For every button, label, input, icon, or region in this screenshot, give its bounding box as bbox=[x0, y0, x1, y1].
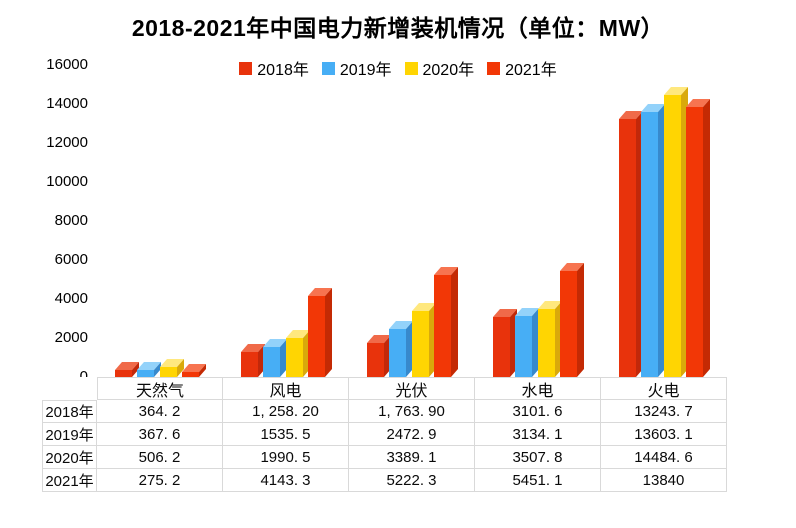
table-cell: 2472. 9 bbox=[349, 423, 475, 446]
table-row-label: 2021年 bbox=[42, 469, 97, 492]
bar bbox=[619, 110, 643, 377]
table-cell: 3134. 1 bbox=[475, 423, 601, 446]
bar bbox=[686, 99, 711, 377]
bar bbox=[663, 86, 688, 377]
y-tick-label: 8000 bbox=[54, 212, 88, 229]
table-cell: 364. 2 bbox=[97, 400, 223, 423]
bar bbox=[493, 308, 517, 377]
legend-label: 2018年 bbox=[257, 62, 309, 79]
bar bbox=[434, 267, 459, 377]
table-cell: 275. 2 bbox=[97, 469, 223, 492]
y-tick-label: 12000 bbox=[46, 134, 88, 151]
bar bbox=[308, 288, 333, 377]
bar bbox=[137, 361, 162, 377]
bar-side-face bbox=[451, 267, 459, 377]
legend-swatch-icon bbox=[321, 61, 335, 75]
table-col-header: 光伏 bbox=[349, 377, 475, 400]
bar-group-5 bbox=[601, 65, 727, 377]
legend-swatch-icon bbox=[404, 61, 418, 75]
y-tick-label: 10000 bbox=[46, 173, 88, 190]
bar-group-1 bbox=[97, 65, 223, 377]
table-cell: 13603. 1 bbox=[601, 423, 727, 446]
table-cell: 14484. 6 bbox=[601, 446, 727, 469]
table-cell: 1, 258. 20 bbox=[223, 400, 349, 423]
table-cell: 1990. 5 bbox=[223, 446, 349, 469]
legend-item: 2021年 bbox=[487, 56, 557, 80]
legend: 2018年 2019年 2020年 2021年 bbox=[0, 56, 796, 80]
legend-label: 2021年 bbox=[505, 62, 557, 79]
bar bbox=[367, 334, 391, 377]
y-tick-label: 14000 bbox=[46, 95, 88, 112]
table-corner bbox=[42, 377, 97, 400]
bar bbox=[263, 339, 288, 377]
table-row-label: 2018年 bbox=[42, 400, 97, 423]
legend-swatch-icon bbox=[487, 61, 501, 75]
bar bbox=[515, 307, 540, 377]
table-col-header: 天然气 bbox=[97, 377, 223, 400]
data-table: 天然气 风电 光伏 水电 火电 2018年 364. 2 1, 258. 20 1, 763. … bbox=[42, 377, 727, 492]
table-cell: 13840 bbox=[601, 469, 727, 492]
table-cell: 1, 763. 90 bbox=[349, 400, 475, 423]
bar bbox=[115, 361, 139, 377]
legend-label: 2019年 bbox=[339, 62, 392, 79]
table-cell: 5451. 1 bbox=[475, 469, 601, 492]
bar-group-4 bbox=[475, 65, 601, 377]
y-axis: 0 2000 4000 6000 8000 10000 12000 14000 16000 bbox=[18, 0, 88, 528]
plot-area bbox=[97, 65, 727, 377]
table-col-header: 火电 bbox=[601, 377, 727, 400]
y-tick-label: 6000 bbox=[54, 251, 88, 268]
bar-side-face bbox=[703, 99, 711, 377]
table-col-header: 水电 bbox=[475, 377, 601, 400]
table-cell: 3389. 1 bbox=[349, 446, 475, 469]
table-cell: 367. 6 bbox=[97, 423, 223, 446]
y-tick-label: 2000 bbox=[54, 329, 88, 346]
bar bbox=[182, 363, 207, 377]
table-cell: 4143. 3 bbox=[223, 469, 349, 492]
legend-swatch-icon bbox=[239, 61, 253, 75]
table-cell: 1535. 5 bbox=[223, 423, 349, 446]
chart-title: 2018-2021年中国电力新增装机情况（单位：MW） bbox=[131, 15, 665, 41]
table-cell: 13243. 7 bbox=[601, 400, 727, 423]
bar bbox=[241, 344, 265, 377]
y-tick-label: 4000 bbox=[54, 290, 88, 307]
y-tick-label: 0 bbox=[18, 367, 88, 387]
bar-group-3 bbox=[349, 65, 475, 377]
table-row-label: 2020年 bbox=[42, 446, 97, 469]
legend-item: 2019年 bbox=[321, 56, 392, 80]
bar bbox=[560, 262, 585, 377]
legend-label: 2020年 bbox=[422, 62, 475, 79]
bar bbox=[537, 300, 562, 377]
table-cell: 3507. 8 bbox=[475, 446, 601, 469]
bar-side-face bbox=[325, 288, 333, 377]
bar-group-2 bbox=[223, 65, 349, 377]
table-col-header: 风电 bbox=[223, 377, 349, 400]
bar bbox=[285, 330, 310, 377]
legend-item: 2018年 bbox=[239, 56, 309, 80]
bar bbox=[159, 359, 184, 377]
table-cell: 3101. 6 bbox=[475, 400, 601, 423]
bar bbox=[641, 103, 666, 377]
bar-side-face bbox=[577, 262, 585, 377]
table-row-label: 2019年 bbox=[42, 423, 97, 446]
bar bbox=[411, 302, 436, 377]
table-cell: 5222. 3 bbox=[349, 469, 475, 492]
y-tick-label: 16000 bbox=[46, 56, 88, 73]
table-cell: 506. 2 bbox=[97, 446, 223, 469]
bar bbox=[389, 320, 414, 377]
legend-item: 2020年 bbox=[404, 56, 475, 80]
